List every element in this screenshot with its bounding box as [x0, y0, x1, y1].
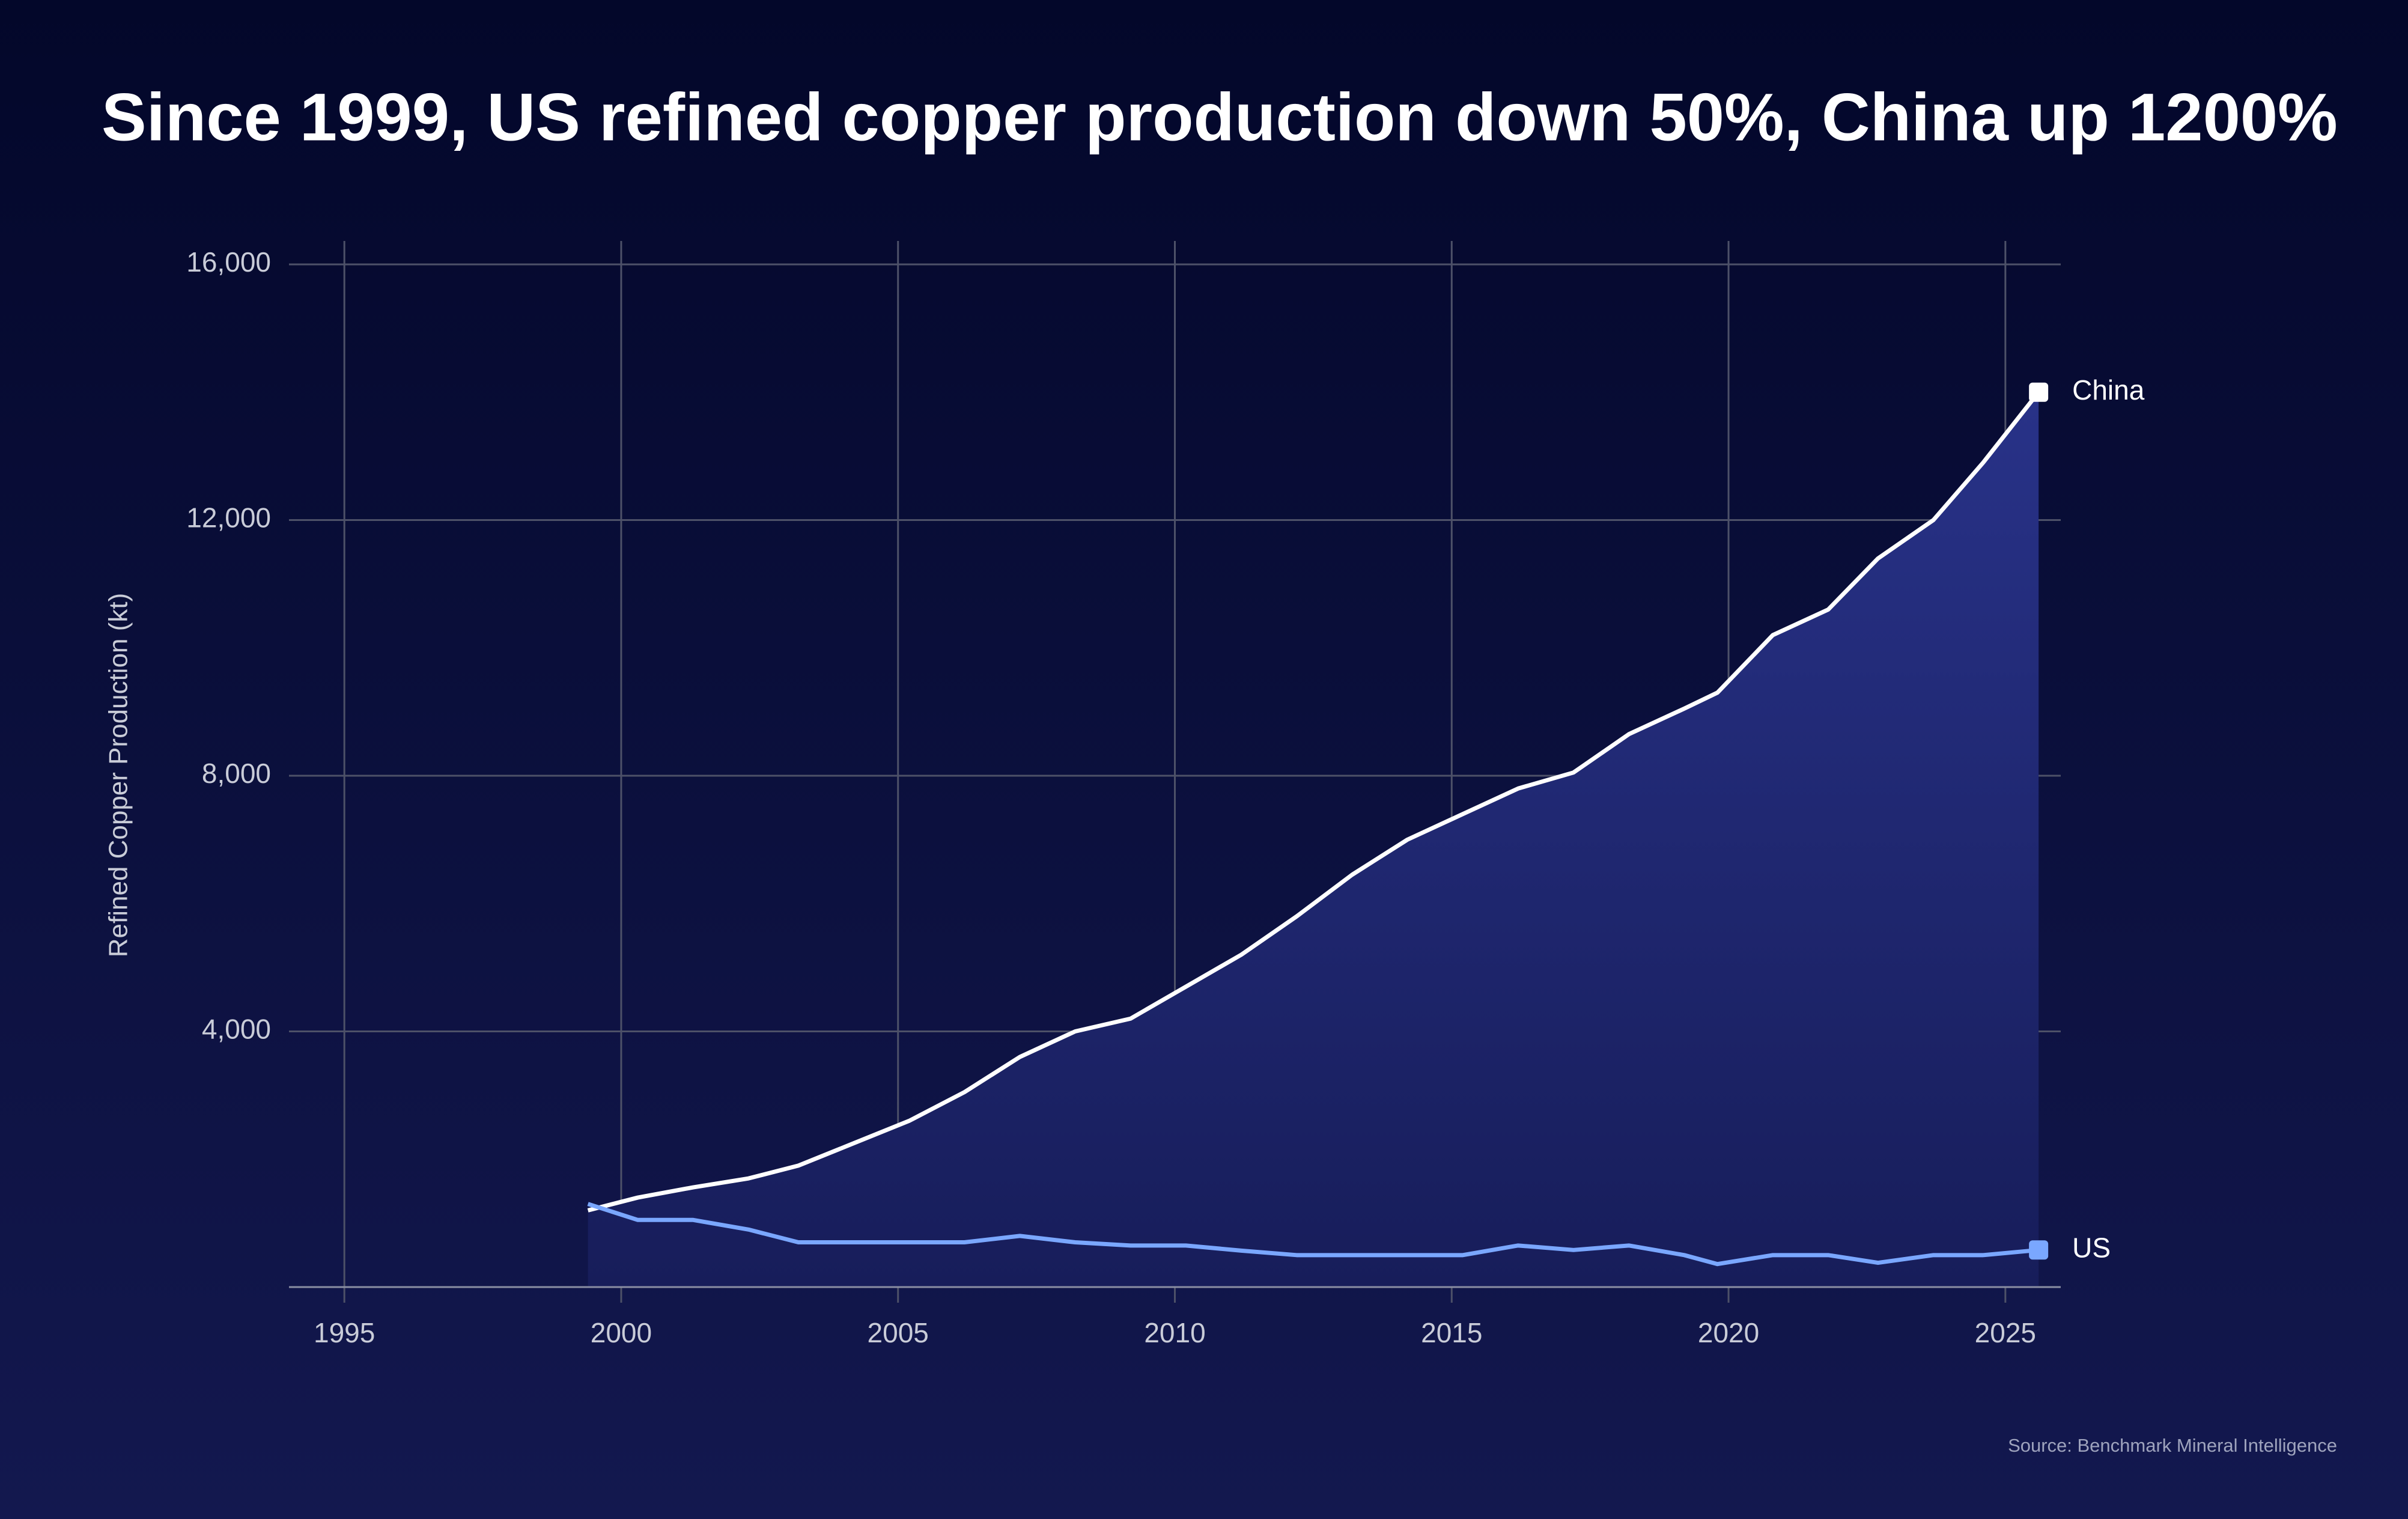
chart-title: Since 1999, US refined copper production… — [102, 80, 2338, 155]
legend-label: US — [2072, 1232, 2111, 1263]
x-tick-label: 2000 — [591, 1317, 652, 1348]
end-marker — [2029, 382, 2049, 402]
x-tick-label: 2020 — [1698, 1317, 1759, 1348]
y-tick-label: 4,000 — [202, 1014, 271, 1045]
y-tick-label: 12,000 — [186, 502, 271, 534]
line — [587, 1202, 2039, 1267]
line — [587, 391, 2040, 1213]
x-tick-label: 2010 — [1144, 1317, 1205, 1348]
x-tick-label: 2005 — [868, 1317, 929, 1348]
y-tick-label: 16,000 — [186, 246, 271, 278]
plot-area: 4,000 8,000 12,000 16,000 1995 2000 2005 2010 20… — [186, 241, 2145, 1348]
x-tick-label: 1995 — [314, 1317, 375, 1348]
y-tick-label: 8,000 — [202, 758, 271, 789]
x-tick-label: 2015 — [1421, 1317, 1482, 1348]
legend-label: China — [2072, 374, 2145, 406]
x-tick-label: 2025 — [1975, 1317, 2036, 1348]
y-axis-label: Refined Copper Production (kt) — [104, 593, 133, 958]
source-note: Source: Benchmark Mineral Intelligence — [2008, 1435, 2337, 1456]
area — [588, 392, 2039, 1287]
end-marker — [2029, 1240, 2049, 1260]
